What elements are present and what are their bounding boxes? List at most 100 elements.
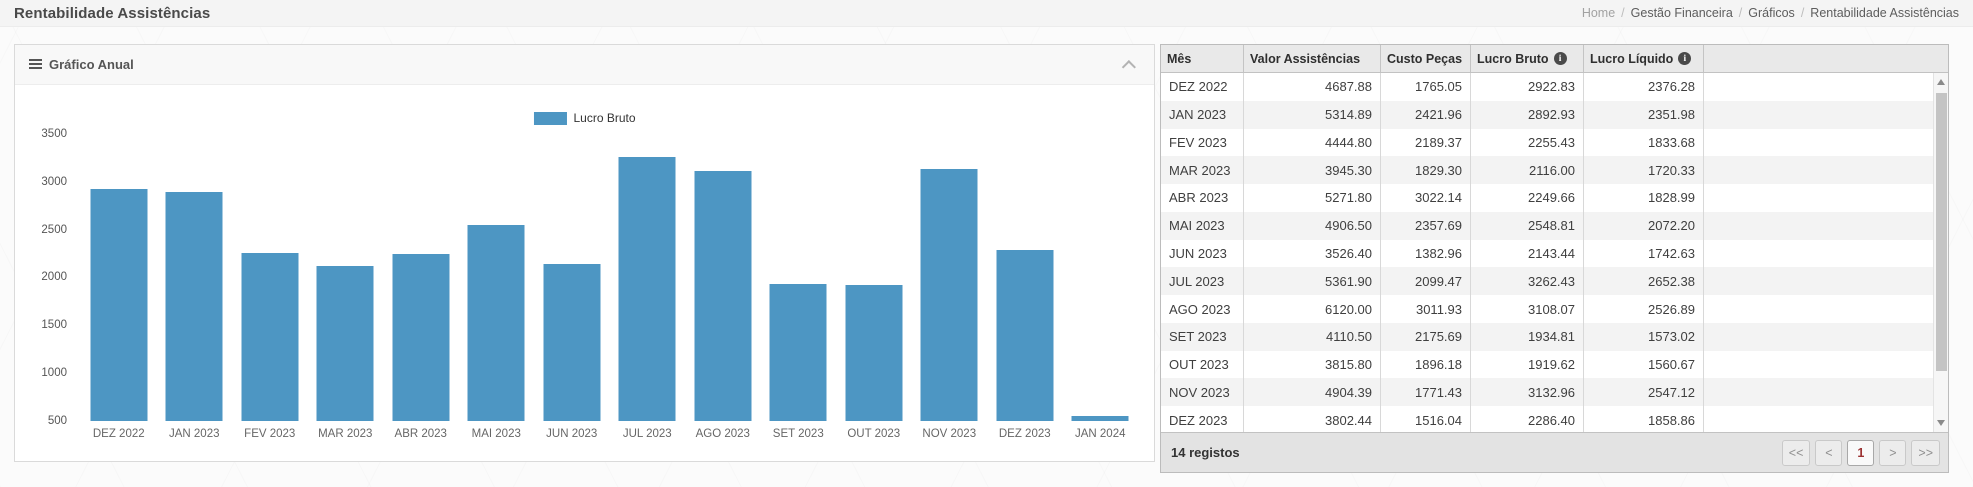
- chart-bar-dez-2022[interactable]: [90, 189, 148, 421]
- column-header-label: Mês: [1167, 51, 1192, 66]
- table-row[interactable]: OUT 2023 3815.80 1896.18 1919.62 1560.67: [1161, 350, 1948, 379]
- cell-value: 4444.80: [1244, 128, 1381, 157]
- info-icon[interactable]: [1553, 52, 1567, 65]
- chart-bar-jun-2023[interactable]: [543, 263, 601, 421]
- page-button-current[interactable]: 1: [1847, 439, 1875, 466]
- cell-value: 3815.80: [1244, 350, 1381, 379]
- cell-filler: [1704, 351, 1948, 379]
- y-axis-tick-label: 2500: [41, 223, 67, 236]
- chart-bar-dez-2023[interactable]: [996, 250, 1054, 421]
- collapse-panel-button[interactable]: [1121, 59, 1136, 74]
- column-header-label: Lucro Bruto: [1477, 51, 1549, 66]
- cell-filler: [1704, 101, 1948, 129]
- breadcrumb-item[interactable]: Gráficos: [1748, 6, 1795, 20]
- cell-value: 5361.90: [1244, 267, 1381, 296]
- breadcrumb-item[interactable]: Home: [1581, 6, 1616, 20]
- x-axis-category-label: FEV 2023: [244, 428, 296, 440]
- bar-slot: OUT 2023: [836, 111, 912, 440]
- column-header-valor-assistências[interactable]: Valor Assistências: [1244, 45, 1381, 72]
- column-header-lucro-líquido[interactable]: Lucro Líquido: [1584, 45, 1704, 72]
- table-row[interactable]: MAI 2023 4906.50 2357.69 2548.81 2072.20: [1161, 211, 1948, 240]
- column-header-custo-peças[interactable]: Custo Peças: [1381, 45, 1471, 72]
- bar-slot: FEV 2023: [232, 111, 308, 440]
- breadcrumb-separator: /: [1621, 6, 1625, 20]
- table-row[interactable]: ABR 2023 5271.80 3022.14 2249.66 1828.99: [1161, 184, 1948, 212]
- page-button[interactable]: >: [1879, 439, 1907, 466]
- column-header-filler: [1704, 45, 1948, 72]
- x-axis-category-label: MAR 2023: [318, 428, 373, 440]
- cell-value: 1858.86: [1584, 406, 1704, 432]
- table-row[interactable]: SET 2023 4110.50 2175.69 1934.81 1573.02: [1161, 322, 1948, 351]
- bar-slot: MAR 2023: [308, 111, 384, 440]
- column-header-lucro-bruto[interactable]: Lucro Bruto: [1471, 45, 1584, 72]
- records-count: 14 registos: [1171, 445, 1240, 460]
- page-button[interactable]: <: [1815, 439, 1843, 466]
- column-header-mês[interactable]: Mês: [1161, 45, 1244, 72]
- chart-legend[interactable]: Lucro Bruto: [533, 111, 636, 125]
- table-row[interactable]: AGO 2023 6120.00 3011.93 3108.07 2526.89: [1161, 295, 1948, 323]
- cell-month: ABR 2023: [1161, 184, 1244, 212]
- y-axis-tick-label: 500: [47, 415, 67, 427]
- table-row[interactable]: NOV 2023 4904.39 1771.43 3132.96 2547.12: [1161, 378, 1948, 407]
- cell-filler: [1704, 295, 1948, 323]
- cell-value: 4110.50: [1244, 322, 1381, 351]
- page-title: Rentabilidade Assistências: [14, 4, 211, 22]
- table-row[interactable]: MAR 2023 3945.30 1829.30 2116.00 1720.33: [1161, 156, 1948, 185]
- breadcrumb-separator: /: [1738, 6, 1743, 20]
- cell-value: 2255.43: [1471, 128, 1584, 157]
- chart-body: Lucro Bruto 500 1000 1500 2000 2500 3000 3500 D…: [15, 85, 1154, 461]
- cell-value: 1919.62: [1471, 350, 1584, 379]
- legend-swatch: [533, 111, 567, 125]
- cell-value: 3802.44: [1244, 406, 1381, 432]
- scrollbar-thumb[interactable]: [1936, 93, 1947, 371]
- chart-bar-ago-2023[interactable]: [694, 171, 752, 421]
- page-button[interactable]: >>: [1911, 439, 1940, 466]
- cell-value: 1771.43: [1381, 378, 1471, 407]
- chart-bar-mai-2023[interactable]: [467, 224, 525, 421]
- table-row[interactable]: FEV 2023 4444.80 2189.37 2255.43 1833.68: [1161, 128, 1948, 157]
- table-row[interactable]: JUN 2023 3526.40 1382.96 2143.44 1742.63: [1161, 239, 1948, 268]
- chart-bar-jan-2023[interactable]: [165, 192, 223, 421]
- chart-bar-jan-2024[interactable]: [1071, 416, 1129, 421]
- chart-bar-fev-2023[interactable]: [241, 253, 299, 421]
- chart-bar-out-2023[interactable]: [845, 285, 903, 421]
- table-row[interactable]: DEZ 2023 3802.44 1516.04 2286.40 1858.86: [1161, 406, 1948, 432]
- cell-value: 1833.68: [1584, 128, 1704, 157]
- chart-bar-abr-2023[interactable]: [392, 253, 450, 421]
- cell-value: 2548.81: [1471, 211, 1584, 240]
- table-footer: 14 registos << <1 > >>: [1161, 432, 1948, 472]
- bar-chart-plot: 500 1000 1500 2000 2500 3000 3500 DEZ 2022 JAN 2…: [41, 111, 1139, 440]
- scrollbar-track[interactable]: [1933, 73, 1948, 432]
- chart-bar-jul-2023[interactable]: [618, 156, 676, 421]
- cell-value: 1742.63: [1584, 239, 1704, 268]
- y-axis-tick-label: 3000: [41, 175, 67, 188]
- table-row[interactable]: JUL 2023 5361.90 2099.47 3262.43 2652.38: [1161, 267, 1948, 296]
- breadcrumb-item: Rentabilidade Assistências: [1810, 6, 1959, 20]
- page-button[interactable]: <<: [1781, 439, 1811, 466]
- cell-value: 1720.33: [1584, 156, 1704, 185]
- cell-value: 6120.00: [1244, 295, 1381, 323]
- breadcrumb-item[interactable]: Gestão Financeira: [1630, 6, 1733, 20]
- cell-value: 3945.30: [1244, 156, 1381, 185]
- x-axis-category-label: JAN 2023: [168, 428, 220, 440]
- scrollbar-down-icon[interactable]: [1934, 416, 1948, 430]
- bar-slot: DEZ 2023: [987, 111, 1063, 440]
- cell-month: AGO 2023: [1161, 295, 1244, 323]
- bar-slot: JAN 2024: [1063, 111, 1139, 440]
- cell-month: OUT 2023: [1161, 350, 1244, 379]
- info-icon[interactable]: [1678, 52, 1692, 65]
- chart-bar-set-2023[interactable]: [769, 283, 827, 421]
- bar-slot: NOV 2023: [912, 111, 988, 440]
- cell-filler: [1704, 212, 1948, 240]
- chart-bar-mar-2023[interactable]: [316, 266, 374, 421]
- column-header-label: Valor Assistências: [1250, 51, 1361, 66]
- table-row[interactable]: JAN 2023 5314.89 2421.96 2892.93 2351.98: [1161, 100, 1948, 129]
- scrollbar-up-icon[interactable]: [1934, 75, 1948, 89]
- cell-value: 1896.18: [1381, 350, 1471, 379]
- table-row[interactable]: DEZ 2022 4687.88 1765.05 2922.83 2376.28: [1161, 73, 1948, 101]
- cell-month: MAR 2023: [1161, 156, 1244, 185]
- cell-value: 2892.93: [1471, 100, 1584, 129]
- chart-bar-nov-2023[interactable]: [920, 169, 978, 421]
- data-table: Mês Valor Assistências Custo Peças Lucro Br…: [1160, 44, 1949, 473]
- x-axis-category-label: OUT 2023: [847, 428, 901, 440]
